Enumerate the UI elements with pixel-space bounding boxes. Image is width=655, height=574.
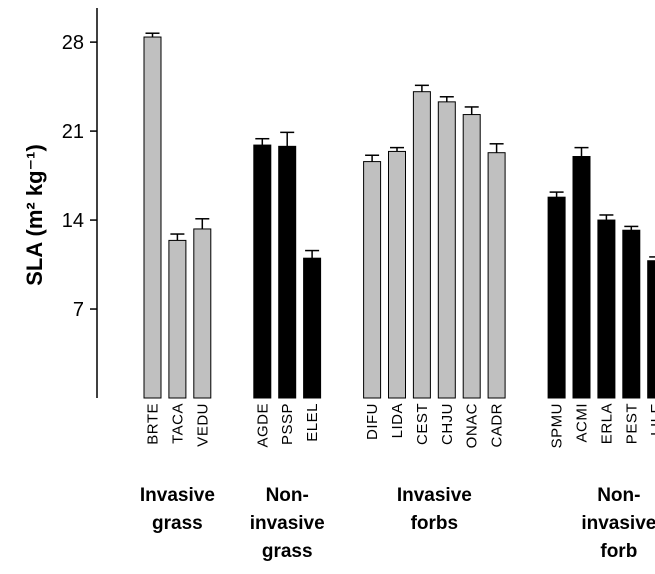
- y-tick-label: 28: [62, 32, 84, 54]
- bar-brte: [143, 36, 162, 399]
- bar-agde: [253, 144, 272, 399]
- category-label-lida: LIDA: [389, 403, 406, 438]
- category-label-cadr: CADR: [489, 403, 506, 448]
- group-label-line: Invasive: [397, 485, 472, 506]
- y-axis-label: SLA (m² kg⁻¹): [22, 144, 47, 286]
- group-label-line: forb: [600, 541, 637, 562]
- group-label-line: Invasive: [140, 485, 215, 506]
- bar-lida: [388, 150, 406, 399]
- axes-layer: 7 14 21 28: [62, 8, 98, 398]
- group-label-line: invasive: [250, 513, 325, 534]
- bar-onac: [462, 114, 481, 399]
- bar-elel: [303, 257, 322, 399]
- bar-vedu: [193, 228, 212, 399]
- y-tick-label: 14: [62, 210, 84, 232]
- group-label-line: Non-: [266, 485, 309, 506]
- category-label-brte: BRTE: [145, 403, 162, 445]
- group-label-line: invasive: [581, 513, 655, 534]
- bar-lile: [647, 260, 655, 399]
- bars-layer: [143, 32, 655, 399]
- category-label-onac: ONAC: [464, 403, 481, 448]
- category-label-agde: AGDE: [254, 403, 271, 448]
- bar-cest: [412, 91, 431, 399]
- bar-pest: [622, 229, 641, 399]
- category-label-elel: ELEL: [304, 403, 321, 442]
- bar-pssp: [278, 145, 297, 399]
- category-label-acmi: ACMI: [574, 403, 591, 443]
- group-label-line: grass: [152, 513, 203, 534]
- bar-chju: [437, 101, 456, 399]
- bar-erla: [597, 219, 616, 399]
- bar-cadr: [487, 152, 506, 399]
- labels-layer: BRTE TACA VEDU Invasive grass AGDE PSSP ELEL Non…: [140, 403, 655, 562]
- bar-spmu: [547, 196, 566, 399]
- category-label-cest: CEST: [414, 403, 431, 445]
- category-label-pssp: PSSP: [279, 403, 296, 445]
- bar-acmi: [572, 156, 591, 399]
- category-label-spmu: SPMU: [549, 403, 566, 448]
- group-label-line: grass: [262, 541, 313, 562]
- group-label-line: forbs: [411, 513, 459, 534]
- y-tick-label: 21: [62, 121, 84, 143]
- category-label-pest: PEST: [623, 403, 640, 444]
- category-label-vedu: VEDU: [194, 403, 211, 447]
- category-label-lile: LILE: [648, 403, 655, 436]
- category-label-difu: DIFU: [364, 403, 381, 440]
- y-tick-label: 7: [73, 299, 84, 321]
- group-label-line: Non-: [597, 485, 640, 506]
- bar-taca: [168, 239, 187, 399]
- category-label-taca: TACA: [169, 403, 186, 444]
- category-label-chju: CHJU: [439, 403, 456, 445]
- bar-difu: [363, 161, 382, 399]
- category-label-erla: ERLA: [598, 403, 615, 444]
